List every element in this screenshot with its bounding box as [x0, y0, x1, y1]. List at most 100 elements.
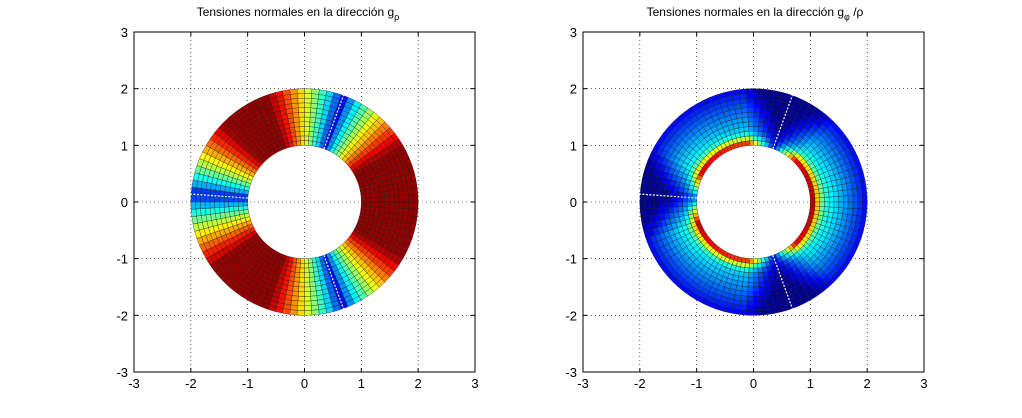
surface-cell: [644, 208, 651, 217]
x-tick-label: 1: [807, 376, 814, 391]
crack-line: [772, 95, 793, 149]
surface-cell: [370, 206, 376, 212]
y-tick-label: 0: [121, 195, 128, 210]
surface-cell: [407, 208, 414, 217]
surface-cell: [304, 130, 310, 137]
surface-cell: [296, 310, 305, 316]
surface-cell: [757, 131, 763, 137]
y-tick-label: -1: [565, 252, 577, 267]
surface-cell: [295, 135, 301, 142]
surface-cell: [682, 197, 688, 203]
surface-cell: [639, 194, 645, 203]
surface-cell: [408, 201, 414, 210]
surface-cell: [833, 190, 839, 197]
surface-cell: [757, 267, 763, 273]
surface-cell: [744, 267, 750, 273]
surface-cell: [682, 187, 689, 194]
surface-cell: [299, 263, 305, 269]
surface-cell: [304, 296, 312, 302]
surface-cell: [389, 201, 395, 209]
surface-cell: [824, 201, 830, 208]
crack-line: [323, 95, 344, 149]
surface-cell: [747, 286, 754, 292]
surface-cell: [814, 201, 820, 207]
x-tick-label: -1: [242, 376, 254, 391]
surface-cell: [663, 201, 669, 209]
surface-cell: [304, 88, 313, 94]
chart-title-suffix: /ρ: [850, 5, 864, 19]
surface-cell: [639, 201, 645, 210]
surface-cell: [384, 196, 390, 203]
surface-cell: [370, 201, 376, 207]
surface-cell: [743, 126, 750, 132]
surface-cell: [195, 201, 201, 210]
surface-cell: [739, 304, 747, 311]
surface-cell: [758, 276, 765, 283]
surface-cell: [292, 112, 300, 118]
surface-cell: [687, 201, 693, 207]
y-tick-label: 1: [570, 138, 577, 153]
surface-cell: [402, 188, 409, 196]
surface-cell: [375, 196, 381, 203]
surface-cell: [209, 195, 215, 203]
x-tick-label: 3: [920, 376, 927, 391]
x-tick-label: -3: [577, 376, 589, 391]
surface-cell: [759, 290, 767, 297]
chart-title-subscript: ρ: [394, 12, 399, 22]
surface-cell: [233, 201, 239, 207]
surface-cell: [403, 195, 409, 203]
surface-cell: [847, 195, 854, 203]
surface-cell: [384, 190, 390, 197]
surface-cell: [745, 310, 754, 316]
surface-cell: [375, 201, 381, 208]
y-tick-label: 3: [121, 25, 128, 40]
surface-cell: [298, 281, 305, 288]
surface-cell: [297, 93, 305, 99]
surface-cell: [852, 195, 858, 203]
surface-cell: [731, 89, 740, 96]
surface-cell: [739, 266, 746, 273]
surface-cell: [753, 97, 761, 104]
surface-plot: [639, 88, 868, 316]
surface-cell: [837, 190, 844, 197]
surface-cell: [304, 116, 311, 123]
surface-cell: [740, 295, 748, 302]
surface-cell: [753, 116, 760, 123]
surface-cell: [413, 201, 419, 210]
chart-title-main: Tensiones normales en la dirección g: [197, 5, 394, 19]
surface-cell: [828, 201, 835, 208]
x-tick-label: 0: [750, 376, 757, 391]
surface-cell: [759, 102, 767, 109]
surface-cell: [842, 207, 849, 215]
surface-cell: [233, 187, 240, 194]
surface-cell: [191, 179, 198, 189]
surface-cell: [370, 197, 376, 203]
surface-cell: [190, 208, 197, 217]
surface-cell: [290, 304, 298, 311]
surface-cell: [190, 201, 196, 210]
surface-cell: [753, 102, 761, 108]
surface-cell: [394, 201, 400, 209]
surface-cell: [749, 258, 754, 264]
surface-cell: [200, 195, 206, 203]
surface-cell: [298, 291, 305, 297]
surface-cell: [758, 286, 766, 292]
surface-cell: [677, 196, 683, 203]
surface-cell: [759, 107, 767, 114]
surface-cell: [742, 276, 749, 283]
x-tick-label: -3: [128, 376, 140, 391]
surface-cell: [748, 121, 754, 127]
surface-cell: [297, 296, 305, 302]
surface-cell: [304, 126, 310, 132]
surface-cell: [304, 277, 310, 283]
surface-cell: [190, 194, 196, 203]
surface-cell: [304, 97, 312, 104]
surface-cell: [394, 195, 400, 203]
surface-cell: [292, 286, 300, 292]
surface-cell: [758, 112, 766, 118]
surface-cell: [862, 201, 868, 210]
surface-cell: [753, 286, 760, 292]
surface-cell: [304, 107, 311, 113]
surface-cell: [304, 267, 310, 274]
surface-cell: [297, 300, 305, 307]
